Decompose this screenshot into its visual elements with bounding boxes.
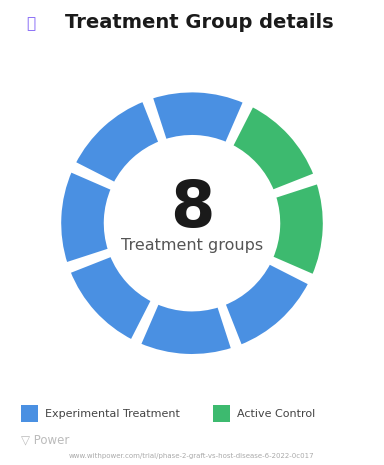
Text: 👥: 👥 [26, 16, 35, 31]
Text: Active Control: Active Control [237, 409, 316, 418]
Text: 8: 8 [170, 178, 214, 240]
Text: Experimental Treatment: Experimental Treatment [45, 409, 180, 418]
Wedge shape [139, 303, 233, 356]
Wedge shape [69, 255, 153, 341]
Wedge shape [151, 91, 245, 144]
Text: Treatment groups: Treatment groups [121, 238, 263, 253]
Text: www.withpower.com/trial/phase-2-graft-vs-host-disease-6-2022-0c017: www.withpower.com/trial/phase-2-graft-vs… [69, 453, 315, 459]
Wedge shape [271, 182, 324, 276]
Wedge shape [74, 100, 160, 184]
Text: Treatment Group details: Treatment Group details [65, 13, 334, 32]
Wedge shape [231, 105, 315, 192]
Text: ▽ Power: ▽ Power [21, 434, 70, 447]
Wedge shape [60, 170, 113, 264]
Wedge shape [224, 262, 310, 346]
